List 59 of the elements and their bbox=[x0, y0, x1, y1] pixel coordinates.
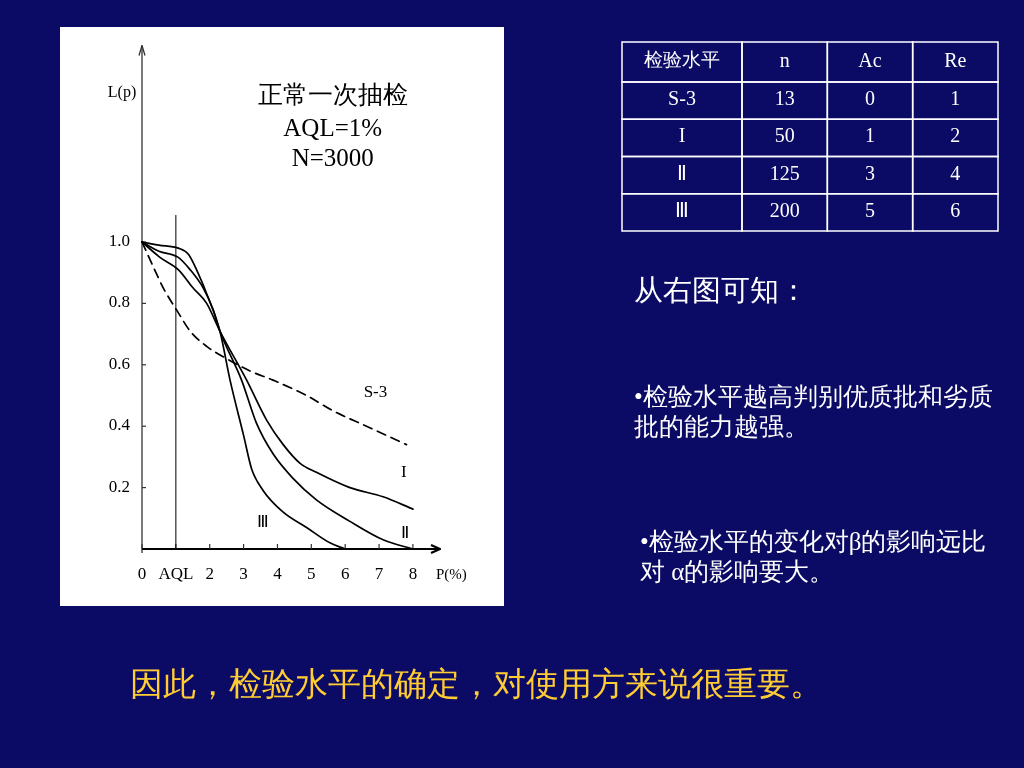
y-axis-title: 检验水平 bbox=[644, 49, 720, 71]
x-tick-label: n bbox=[779, 48, 790, 71]
text: •检验水平的变化对β的影响远比对 α的影响要大。 bbox=[640, 527, 988, 587]
y-tick-label: S-3 bbox=[668, 87, 696, 110]
data-label: 4 bbox=[950, 161, 961, 184]
y-tick-label: 0.8 bbox=[108, 292, 130, 312]
data-label: 50 bbox=[774, 124, 795, 147]
text: 因此，检验水平的确定，对使用方来说很重要。 bbox=[130, 665, 824, 704]
data-label: 3 bbox=[865, 161, 875, 184]
x-tick-label: Ac bbox=[858, 48, 882, 71]
x-tick-label: 8 bbox=[408, 564, 418, 583]
series-label: Ⅱ bbox=[400, 522, 409, 542]
series-label: S-3 bbox=[363, 381, 388, 401]
cell: 13 bbox=[741, 81, 829, 120]
series-label: Ⅲ bbox=[257, 511, 270, 531]
data-label: 125 bbox=[769, 161, 800, 184]
x-tick-label: AQL bbox=[158, 564, 194, 583]
x-tick-label: Re bbox=[944, 48, 967, 71]
data-label: 1 bbox=[865, 124, 875, 147]
cell: 2 bbox=[911, 118, 999, 158]
data-label: 200 bbox=[769, 198, 800, 221]
cell: 50 bbox=[741, 118, 829, 158]
x-tick-label: 0 bbox=[137, 564, 147, 583]
x-tick-label: 6 bbox=[340, 564, 350, 583]
y-tick-label: 0.6 bbox=[108, 353, 130, 373]
text: 正常一次抽检 bbox=[257, 81, 408, 109]
x-tick-label: 3 bbox=[239, 564, 248, 583]
data-label: 5 bbox=[865, 198, 875, 221]
text: •检验水平越高判别优质批和劣质批的能力越强。 bbox=[634, 382, 994, 442]
y-tick-label: I bbox=[678, 124, 686, 147]
data-label: 13 bbox=[774, 87, 795, 110]
text: AQL=1% bbox=[283, 114, 383, 142]
x-tick-label: 7 bbox=[374, 564, 384, 583]
cell: 4 bbox=[911, 155, 999, 195]
x-axis-title: P(%) bbox=[436, 566, 467, 583]
cell: 125 bbox=[741, 155, 829, 195]
x-tick-label: 2 bbox=[205, 564, 214, 583]
cell: 1 bbox=[911, 81, 999, 120]
cell: 200 bbox=[741, 193, 829, 232]
cell: 0 bbox=[826, 81, 914, 120]
y-tick-label: 0.4 bbox=[108, 415, 131, 435]
data-label: 0 bbox=[865, 87, 875, 110]
data-label: 1 bbox=[950, 87, 961, 110]
series-label: I bbox=[401, 461, 408, 481]
y-tick-label: 1.0 bbox=[108, 230, 130, 250]
y-tick-label: Ⅱ bbox=[677, 161, 687, 184]
y-tick-label: 0.2 bbox=[108, 476, 130, 496]
cell: 1 bbox=[826, 118, 914, 158]
data-label: 6 bbox=[950, 198, 961, 221]
cell: 3 bbox=[826, 155, 914, 195]
text: 从右图可知： bbox=[634, 273, 809, 308]
x-tick-label: 4 bbox=[273, 564, 283, 583]
cell: 5 bbox=[826, 193, 914, 232]
data-label: 2 bbox=[950, 124, 961, 147]
x-tick-label: 5 bbox=[307, 564, 316, 583]
annotation: N=3000 bbox=[291, 144, 374, 172]
cell: 6 bbox=[911, 193, 999, 232]
y-tick-label: Ⅲ bbox=[675, 198, 689, 221]
y-axis-title: L(p) bbox=[107, 83, 137, 102]
